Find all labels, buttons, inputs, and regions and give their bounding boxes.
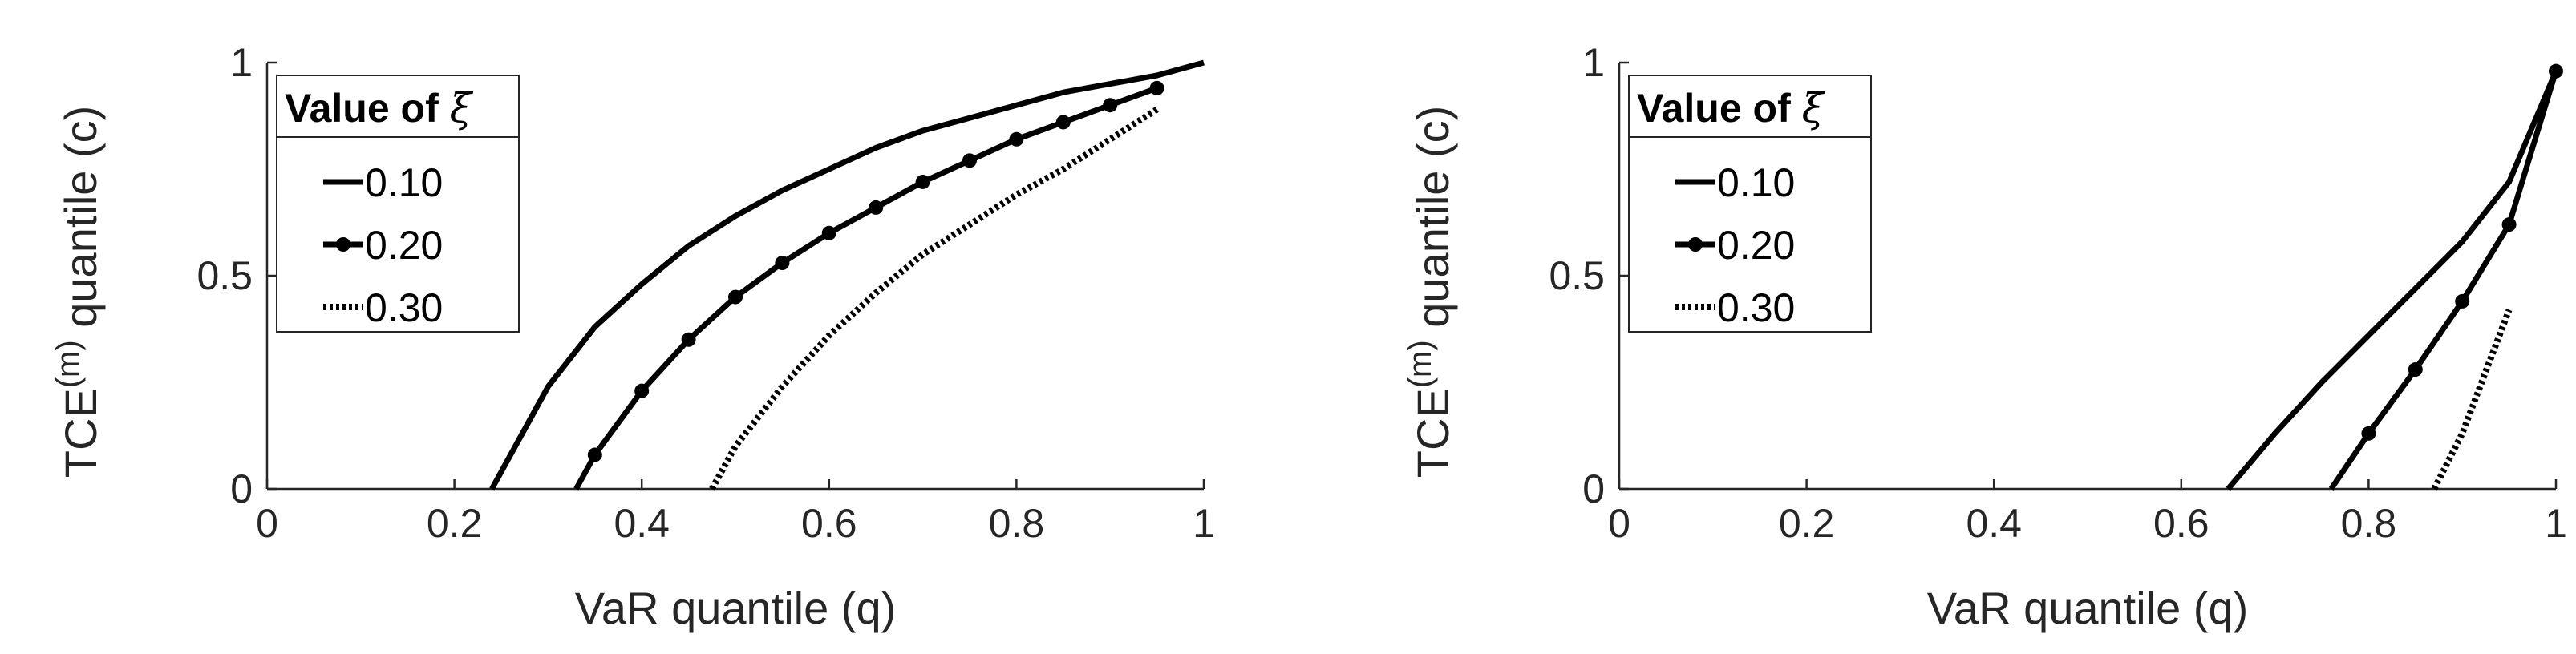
data-point	[821, 225, 836, 240]
x-tick-label: 1	[2545, 501, 2567, 546]
data-point	[728, 289, 743, 305]
data-point	[869, 200, 884, 215]
data-point	[775, 256, 790, 271]
x-tick-label: 0.2	[427, 501, 483, 546]
series-line-0.20	[573, 85, 1158, 490]
data-point	[587, 447, 602, 462]
data-point	[915, 174, 930, 189]
data-point	[681, 332, 696, 347]
x-tick-label: 0	[1608, 501, 1630, 546]
chart-panel-right: 0 0.2 0.4 0.6 0.8 1 0 0.5 1 VaR quantile (q) TCE(m…	[1403, 40, 2567, 633]
y-tick-label: 0	[1582, 466, 1605, 511]
data-point	[2501, 217, 2517, 232]
x-tick-label: 0.4	[1966, 501, 2022, 546]
data-point	[1103, 98, 1118, 113]
legend-marker	[336, 237, 350, 252]
x-tick-label: 0	[256, 501, 278, 546]
chart-panel-left: 0 0.2 0.4 0.6 0.8 1 0 0.5 1 VaR quantile (q) TCE(m…	[51, 40, 1215, 633]
legend-label-0.30: 0.30	[1717, 285, 1795, 330]
legend-label-0.20: 0.20	[1717, 223, 1795, 268]
data-point	[634, 383, 650, 398]
legend-box	[276, 75, 520, 333]
x-axis-label: VaR quantile (q)	[575, 583, 897, 633]
legend-label-0.30: 0.30	[365, 285, 443, 330]
data-point	[1149, 80, 1164, 95]
legend-title: Value of ξ	[285, 85, 474, 131]
data-point	[1009, 131, 1024, 147]
y-axis-label: TCE(m) quantile (c)	[1403, 106, 1458, 478]
x-tick-label: 0.8	[2341, 501, 2397, 546]
data-point	[2549, 63, 2563, 79]
legend-label-0.10: 0.10	[365, 160, 443, 205]
y-tick-label: 1	[230, 40, 253, 85]
data-point	[2455, 293, 2470, 309]
data-point	[962, 153, 977, 168]
legend-title: Value of ξ	[1637, 85, 1826, 131]
y-tick-label: 1	[1582, 40, 1605, 85]
series-line-0.30	[709, 107, 1159, 490]
legend-marker	[1688, 237, 1703, 252]
data-point	[1055, 115, 1071, 130]
series-line-0.20	[2328, 70, 2559, 490]
legend-label-0.20: 0.20	[365, 223, 443, 268]
y-axis-label: TCE(m) quantile (c)	[51, 106, 106, 478]
legend-label-0.10: 0.10	[1717, 160, 1795, 205]
x-tick-label: 1	[1193, 501, 1215, 546]
y-tick-label: 0.5	[1549, 253, 1605, 298]
y-tick-label: 0	[230, 466, 253, 511]
data-point	[2408, 362, 2423, 377]
series-line-0.10	[489, 59, 1205, 490]
x-tick-label: 0.2	[1779, 501, 1835, 546]
legend-box	[1628, 75, 1872, 333]
x-tick-label: 0.6	[2153, 501, 2209, 546]
x-axis-label: VaR quantile (q)	[1927, 583, 2249, 633]
x-tick-label: 0.4	[614, 501, 670, 546]
x-tick-label: 0.8	[989, 501, 1045, 546]
data-point	[2361, 426, 2376, 441]
series-line-0.10	[2226, 70, 2559, 491]
x-tick-label: 0.6	[801, 501, 857, 546]
y-tick-label: 0.5	[196, 253, 253, 298]
series-line-0.30	[2431, 309, 2513, 490]
